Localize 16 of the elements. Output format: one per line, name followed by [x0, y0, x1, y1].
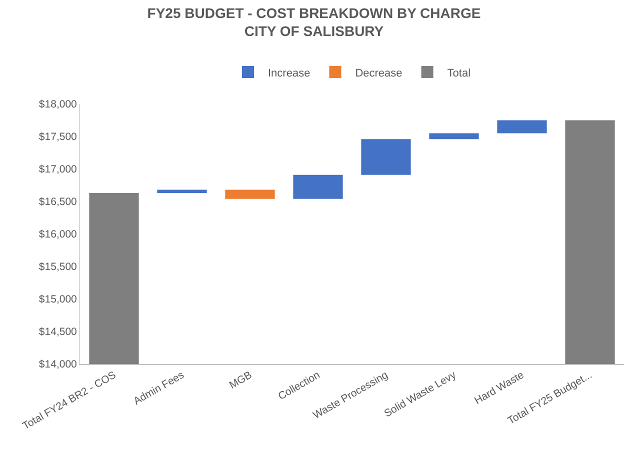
chart-subtitle: CITY OF SALISBURY: [244, 23, 384, 40]
y-tick-label: $15,500: [38, 261, 78, 274]
y-tick-label: $15,000: [38, 294, 78, 306]
legend-label: Increase: [268, 67, 310, 80]
y-tick-label: $16,500: [38, 196, 78, 208]
y-tick-label: $16,000: [38, 228, 78, 241]
chart-title: FY25 BUDGET - COST BREAKDOWN BY CHARGE: [147, 5, 481, 21]
y-tick-label: $17,500: [38, 131, 78, 144]
x-tick-label: Hard Waste: [472, 369, 526, 408]
legend-label: Total: [447, 67, 471, 80]
y-tick-label: $17,000: [38, 164, 78, 176]
x-tick-label: MGB: [227, 369, 254, 392]
y-tick-label: $14,500: [38, 326, 78, 338]
legend-label: Decrease: [355, 67, 402, 80]
y-tick-label: $14,000: [38, 358, 78, 371]
y-tick-label: $18,000: [38, 98, 78, 111]
